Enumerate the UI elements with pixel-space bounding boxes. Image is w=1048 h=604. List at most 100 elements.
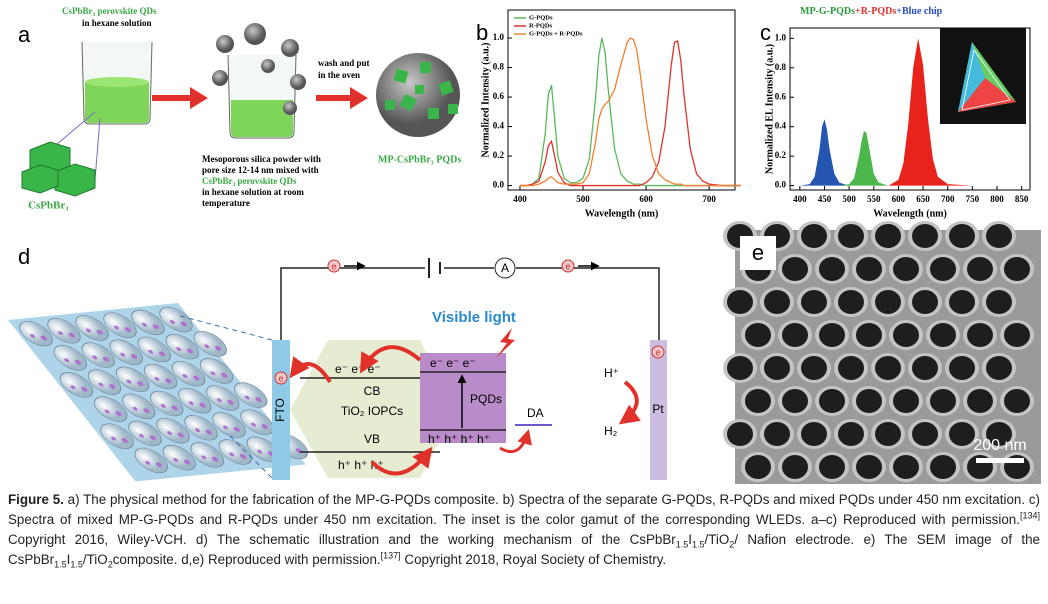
pore: [745, 389, 771, 413]
x-tick-label: 550: [867, 194, 881, 204]
electron-icon: [274, 371, 288, 385]
title-part: +Blue chip: [896, 6, 942, 17]
electron-icon: [327, 259, 341, 273]
qd: [193, 375, 200, 381]
electron-label: e: [655, 347, 660, 357]
pt-electrode: [650, 340, 667, 480]
fto-label: FTO: [273, 398, 287, 422]
panel-label: e: [752, 240, 764, 265]
pore: [893, 455, 919, 479]
pore: [819, 323, 845, 347]
pore: [949, 290, 975, 314]
x-tick-label: 400: [513, 194, 527, 204]
reaction-arrow: [618, 380, 641, 425]
qd: [104, 409, 110, 414]
qd: [152, 324, 159, 330]
y-tick-label: 0.8: [493, 62, 505, 72]
pore: [893, 257, 919, 281]
pore: [764, 356, 790, 380]
qd: [155, 462, 163, 468]
pore: [912, 290, 938, 314]
line: [519, 37, 741, 187]
y-tick-label: 0.4: [493, 121, 505, 131]
qd: [255, 397, 262, 402]
qd: [86, 328, 91, 333]
pore: [764, 422, 790, 446]
pore: [949, 422, 975, 446]
subscript: 2: [729, 539, 735, 550]
qd: [115, 411, 122, 416]
title-part: +R-PQDs: [855, 6, 896, 17]
x-axis-title: Wavelength (nm): [873, 208, 947, 219]
pqd-label: PQDs: [470, 392, 502, 406]
pore: [727, 290, 753, 314]
panel-label: b: [476, 20, 488, 45]
pore: [801, 290, 827, 314]
qd: [126, 379, 132, 384]
label-box: [740, 236, 776, 270]
qd: [239, 454, 247, 459]
qd: [58, 331, 63, 336]
pore: [1004, 323, 1030, 347]
pore: [875, 422, 901, 446]
pore: [986, 422, 1012, 446]
liquid-top: [85, 77, 149, 87]
oven-text: in the oven: [318, 70, 360, 80]
transfer-arrow: [289, 356, 332, 384]
qd: [210, 371, 216, 376]
panel-label: c: [760, 20, 771, 45]
gamut-inset: [940, 28, 1026, 124]
legend-label: G-PQDs: [529, 14, 553, 21]
tio2-label: TiO₂ IOPCs: [341, 404, 403, 418]
pore: [893, 389, 919, 413]
pore: [856, 323, 882, 347]
qd: [195, 428, 200, 433]
qd: [121, 438, 128, 443]
qd: [173, 458, 179, 462]
x-tick-label: 850: [1015, 194, 1029, 204]
qd: [160, 404, 166, 408]
pore: [967, 323, 993, 347]
pore: [727, 422, 753, 446]
x-tick-label: 500: [576, 194, 590, 204]
qd: [120, 352, 126, 357]
electron-icon: [561, 259, 575, 273]
liquid: [85, 82, 149, 123]
qd: [251, 422, 256, 427]
light-label: Visible light: [432, 309, 516, 326]
x-tick-label: 700: [941, 194, 955, 204]
pore: [875, 224, 901, 248]
pore: [838, 422, 864, 446]
qd: [177, 432, 184, 438]
y-axis-title: Normalized EL Intensity (a.u.): [764, 44, 775, 174]
ammeter: [494, 257, 516, 279]
caption-text: composite. d,e) Reproduced with permissi…: [112, 552, 381, 567]
sphere-qds: [385, 62, 458, 119]
qd: [109, 384, 116, 389]
caption-text: / Nafion electrode. e) The SEM image of …: [8, 532, 1040, 567]
figure: a CsPbBr₃ perovskite QDs in hexane solut…: [8, 6, 1041, 484]
pore: [856, 455, 882, 479]
oven-text: wash and put: [318, 58, 370, 68]
vb-label: VB: [364, 432, 380, 446]
panel-a: a CsPbBr₃ perovskite QDs in hexane solut…: [18, 6, 461, 211]
area: [799, 38, 1022, 186]
qd: [180, 321, 187, 327]
scale-label: 200 nm: [973, 437, 1026, 454]
line: [519, 40, 741, 187]
pore: [912, 224, 938, 248]
qd: [143, 408, 150, 414]
caption-text: /TiO: [82, 552, 108, 567]
qd: [74, 359, 82, 365]
hydrogen-label: H₂: [604, 424, 618, 438]
electron-label: e: [278, 373, 283, 383]
y-tick-label: 1.0: [775, 32, 787, 42]
scale-bar: [976, 458, 1024, 463]
qd: [92, 355, 98, 360]
qd: [149, 435, 156, 441]
circuit: [280, 267, 660, 340]
mix-text: Mesoporous silica powder with: [202, 154, 321, 164]
product-label: MP-CsPbBr₃ PQDs: [378, 154, 461, 165]
beaker-text: in hexane solution: [82, 18, 152, 28]
pore: [819, 455, 845, 479]
